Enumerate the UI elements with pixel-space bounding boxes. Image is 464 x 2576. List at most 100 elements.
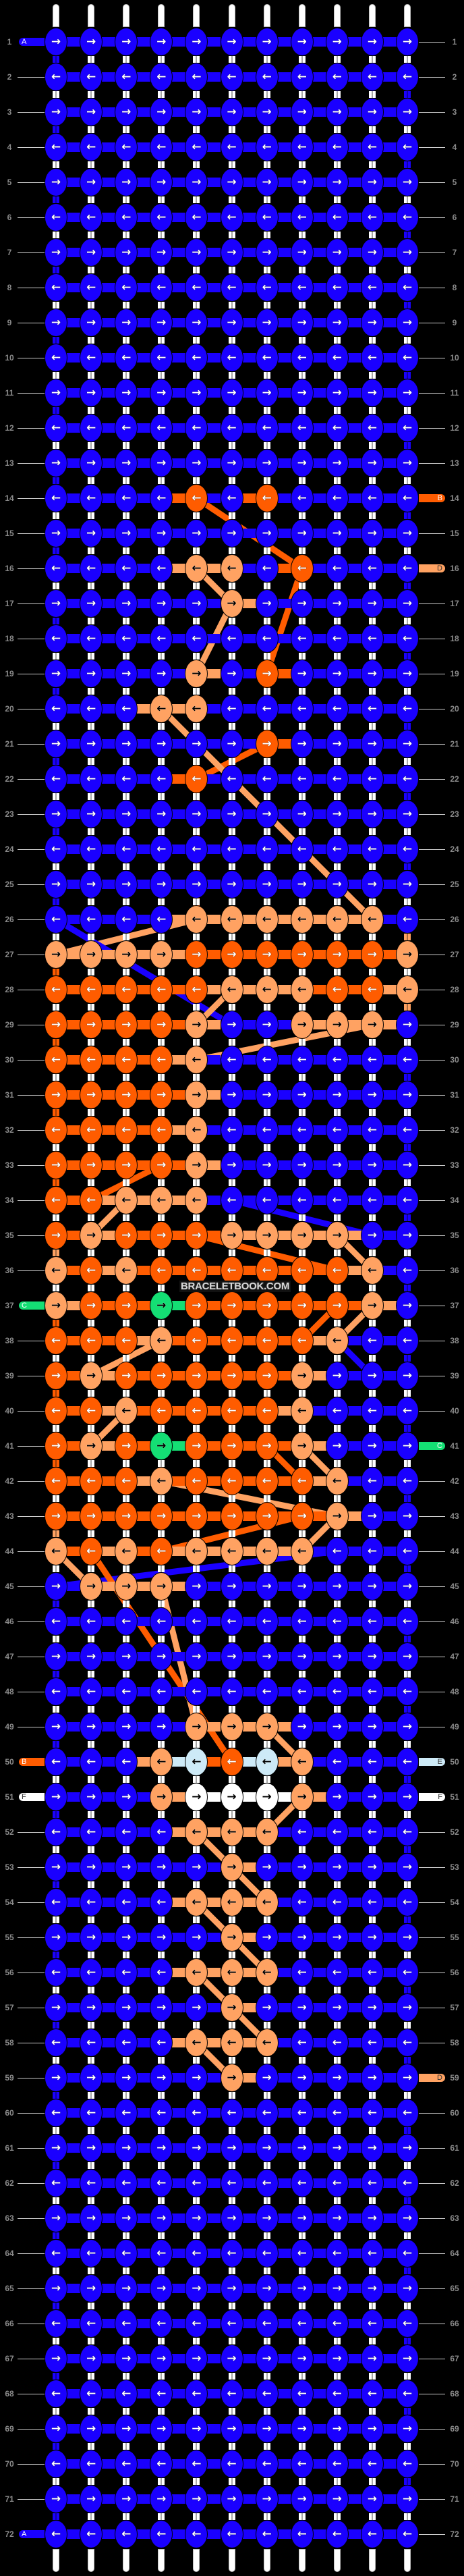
knot-forward-icon[interactable]: → <box>255 660 279 688</box>
knot-forward-icon[interactable]: → <box>45 1853 67 1881</box>
knot-backward-icon[interactable]: ← <box>115 1958 138 1987</box>
knot-backward-icon[interactable]: ← <box>396 695 419 723</box>
knot-forward-icon[interactable]: → <box>396 1853 419 1881</box>
knot-forward-icon[interactable]: → <box>290 449 314 477</box>
knot-forward-icon[interactable]: → <box>45 1432 67 1460</box>
knot-forward-icon[interactable]: → <box>115 800 138 828</box>
knot-forward-icon[interactable]: → <box>150 238 173 267</box>
knot-forward-icon[interactable]: → <box>255 2344 279 2373</box>
knot-forward-icon[interactable]: → <box>290 1011 314 1039</box>
knot-forward-icon[interactable]: → <box>185 1642 208 1671</box>
knot-forward-icon[interactable]: → <box>360 1923 384 1952</box>
knot-forward-icon[interactable]: → <box>290 1713 314 1741</box>
knot-backward-icon[interactable]: ← <box>115 344 138 372</box>
knot-backward-icon[interactable]: ← <box>396 2309 419 2338</box>
knot-backward-icon[interactable]: ← <box>115 975 138 1004</box>
knot-forward-icon[interactable]: → <box>360 589 384 618</box>
knot-forward-icon[interactable]: → <box>115 1993 138 2022</box>
knot-forward-icon[interactable]: → <box>290 660 314 688</box>
knot-backward-icon[interactable]: ← <box>220 1748 243 1776</box>
knot-backward-icon[interactable]: ← <box>325 2239 349 2268</box>
knot-forward-icon[interactable]: → <box>115 2064 138 2092</box>
knot-backward-icon[interactable]: ← <box>290 1818 314 1846</box>
knot-backward-icon[interactable]: ← <box>220 1116 243 1144</box>
knot-backward-icon[interactable]: ← <box>360 1678 384 1706</box>
knot-forward-icon[interactable]: → <box>325 1502 349 1530</box>
knot-backward-icon[interactable]: ← <box>115 203 138 232</box>
knot-backward-icon[interactable]: ← <box>360 484 384 512</box>
knot-forward-icon[interactable]: → <box>80 168 103 196</box>
knot-backward-icon[interactable]: ← <box>396 765 419 793</box>
knot-backward-icon[interactable]: ← <box>185 2239 208 2268</box>
knot-forward-icon[interactable]: → <box>185 2064 208 2092</box>
knot-backward-icon[interactable]: ← <box>185 624 208 653</box>
knot-forward-icon[interactable]: → <box>290 308 314 337</box>
knot-forward-icon[interactable]: → <box>45 1572 67 1601</box>
knot-forward-icon[interactable]: → <box>150 28 173 56</box>
knot-backward-icon[interactable]: ← <box>115 2520 138 2548</box>
knot-forward-icon[interactable]: → <box>80 660 103 688</box>
knot-forward-icon[interactable]: → <box>220 1291 243 1320</box>
knot-forward-icon[interactable]: → <box>150 1572 173 1601</box>
knot-forward-icon[interactable]: → <box>115 519 138 547</box>
knot-forward-icon[interactable]: → <box>325 1713 349 1741</box>
knot-backward-icon[interactable]: ← <box>45 1537 67 1565</box>
knot-backward-icon[interactable]: ← <box>80 1607 103 1636</box>
knot-forward-icon[interactable]: → <box>255 940 279 969</box>
knot-forward-icon[interactable]: → <box>80 1783 103 1811</box>
knot-backward-icon[interactable]: ← <box>185 1116 208 1144</box>
knot-forward-icon[interactable]: → <box>220 2344 243 2373</box>
knot-forward-icon[interactable]: → <box>115 1572 138 1601</box>
knot-forward-icon[interactable]: → <box>45 1011 67 1039</box>
knot-forward-icon[interactable]: → <box>325 2485 349 2513</box>
knot-backward-icon[interactable]: ← <box>396 2450 419 2478</box>
knot-forward-icon[interactable]: → <box>150 1011 173 1039</box>
knot-backward-icon[interactable]: ← <box>150 2450 173 2478</box>
knot-backward-icon[interactable]: ← <box>360 2099 384 2127</box>
knot-forward-icon[interactable]: → <box>115 2485 138 2513</box>
knot-backward-icon[interactable]: ← <box>325 2169 349 2197</box>
knot-backward-icon[interactable]: ← <box>396 63 419 91</box>
knot-forward-icon[interactable]: → <box>220 308 243 337</box>
knot-backward-icon[interactable]: ← <box>360 695 384 723</box>
knot-forward-icon[interactable]: → <box>185 168 208 196</box>
knot-backward-icon[interactable]: ← <box>396 975 419 1004</box>
knot-forward-icon[interactable]: → <box>220 449 243 477</box>
knot-forward-icon[interactable]: → <box>45 940 67 969</box>
knot-forward-icon[interactable]: → <box>290 1923 314 1952</box>
knot-forward-icon[interactable]: → <box>80 1081 103 1109</box>
knot-forward-icon[interactable]: → <box>185 1362 208 1390</box>
knot-backward-icon[interactable]: ← <box>115 905 138 934</box>
knot-forward-icon[interactable]: → <box>185 940 208 969</box>
knot-forward-icon[interactable]: → <box>80 1362 103 1390</box>
knot-forward-icon[interactable]: → <box>45 589 67 618</box>
knot-forward-icon[interactable]: → <box>325 449 349 477</box>
knot-backward-icon[interactable]: ← <box>325 695 349 723</box>
knot-forward-icon[interactable]: → <box>325 2134 349 2162</box>
knot-forward-icon[interactable]: → <box>185 2485 208 2513</box>
knot-backward-icon[interactable]: ← <box>360 2520 384 2548</box>
knot-backward-icon[interactable]: ← <box>115 1818 138 1846</box>
knot-backward-icon[interactable]: ← <box>255 1116 279 1144</box>
knot-forward-icon[interactable]: → <box>325 379 349 407</box>
knot-forward-icon[interactable]: → <box>396 1291 419 1320</box>
knot-backward-icon[interactable]: ← <box>185 2309 208 2338</box>
knot-backward-icon[interactable]: ← <box>150 975 173 1004</box>
knot-forward-icon[interactable]: → <box>220 2134 243 2162</box>
knot-backward-icon[interactable]: ← <box>220 1818 243 1846</box>
knot-forward-icon[interactable]: → <box>220 1572 243 1601</box>
knot-forward-icon[interactable]: → <box>255 1221 279 1250</box>
knot-forward-icon[interactable]: → <box>80 589 103 618</box>
knot-backward-icon[interactable]: ← <box>115 1116 138 1144</box>
knot-backward-icon[interactable]: ← <box>185 2520 208 2548</box>
knot-backward-icon[interactable]: ← <box>290 1467 314 1495</box>
knot-forward-icon[interactable]: → <box>220 660 243 688</box>
knot-backward-icon[interactable]: ← <box>360 1186 384 1214</box>
knot-backward-icon[interactable]: ← <box>185 133 208 161</box>
knot-forward-icon[interactable]: → <box>115 2204 138 2232</box>
knot-backward-icon[interactable]: ← <box>255 414 279 442</box>
knot-backward-icon[interactable]: ← <box>45 695 67 723</box>
knot-backward-icon[interactable]: ← <box>185 1397 208 1425</box>
knot-forward-icon[interactable]: → <box>150 379 173 407</box>
knot-backward-icon[interactable]: ← <box>220 133 243 161</box>
